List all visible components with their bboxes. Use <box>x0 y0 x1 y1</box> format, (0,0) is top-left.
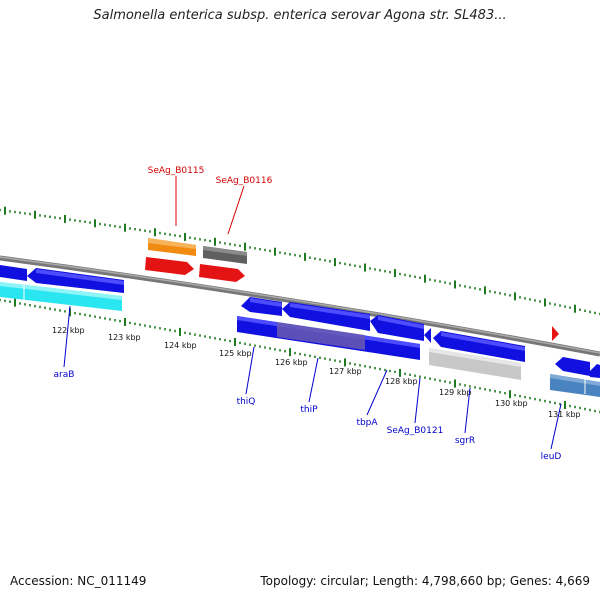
callout-leader-line <box>245 346 255 395</box>
gene-label-araB[interactable]: araB <box>54 370 75 380</box>
gene-light-gray-sgrR[interactable] <box>429 348 521 380</box>
accession-text: Accession: NC_011149 <box>10 574 147 588</box>
gene-blue-thiQ-upper[interactable] <box>241 297 282 316</box>
gene-label-tbpA[interactable]: tbpA <box>356 418 378 428</box>
tick-label: 124 kbp <box>164 341 197 350</box>
callout-leader-line <box>550 403 562 450</box>
gene-blue-thiP-upper[interactable] <box>282 302 370 331</box>
tick-label: 131 kbp <box>548 410 581 419</box>
gene-blue-left-stub[interactable] <box>0 265 27 281</box>
gene-SeAg_B0116[interactable] <box>203 246 247 264</box>
gene-purple-thiP[interactable] <box>277 322 365 350</box>
tick-label: 122 kbp <box>52 326 85 335</box>
tick-labels: 122 kbp 123 kbp 124 kbp 125 kbp 126 kbp 127 k… <box>52 326 581 419</box>
gene-label-sgrR[interactable]: sgrR <box>455 436 475 446</box>
gene-cyan-araB[interactable] <box>0 282 122 311</box>
gene-blue-leuD[interactable] <box>555 357 600 378</box>
gene-red-marker[interactable] <box>552 326 559 341</box>
callout-leader-line <box>63 305 71 368</box>
callout-leader-line <box>366 369 388 416</box>
gene-blue-left[interactable] <box>27 268 124 293</box>
callout-leader-line <box>464 387 471 434</box>
genome-backbone-highlight <box>0 256 600 354</box>
gene-label-SeAg_B0116[interactable]: SeAg_B0116 <box>216 176 273 186</box>
tick-label: 123 kbp <box>108 333 141 342</box>
callout-leader-line <box>414 377 421 424</box>
gene-SeAg_B0115[interactable] <box>148 238 196 256</box>
gene-label-leuD[interactable]: leuD <box>541 452 562 462</box>
gene-red-2[interactable] <box>199 264 245 282</box>
gene-steel-blue[interactable] <box>550 374 600 397</box>
forward-strand-genes <box>145 238 247 282</box>
callout-leader-line <box>227 185 245 235</box>
callout-leader-line <box>308 357 319 403</box>
gene-blue-sgrR-upper[interactable] <box>433 331 525 362</box>
genome-backbone <box>0 255 600 357</box>
gene-label-thiQ[interactable]: thiQ <box>237 397 256 407</box>
gene-label-thiP[interactable]: thiP <box>300 405 318 415</box>
genome-title: Salmonella enterica subsp. enterica sero… <box>93 8 507 23</box>
topology-text: Topology: circular; Length: 4,798,660 bp… <box>260 574 590 588</box>
inner-tick-track <box>0 298 600 414</box>
gene-label-SeAg_B0121[interactable]: SeAg_B0121 <box>387 426 444 436</box>
tick-label: 125 kbp <box>219 349 252 358</box>
reverse-strand-genes <box>0 265 600 397</box>
gene-blue-small-arrow[interactable] <box>424 328 431 343</box>
tick-label: 128 kbp <box>385 377 418 386</box>
tick-label: 130 kbp <box>495 399 528 408</box>
gene-callouts: SeAg_B0115 SeAg_B0116 araB thiQ thiP tbpA SeAg… <box>54 166 562 462</box>
tick-label: 127 kbp <box>329 367 362 376</box>
tick-label: 126 kbp <box>275 358 308 367</box>
outer-tick-track <box>0 206 600 316</box>
gene-red-1[interactable] <box>145 257 194 275</box>
gene-label-SeAg_B0115[interactable]: SeAg_B0115 <box>148 166 205 176</box>
tick-label: 129 kbp <box>439 388 472 397</box>
gene-blue-tbpA-upper[interactable] <box>370 315 424 341</box>
